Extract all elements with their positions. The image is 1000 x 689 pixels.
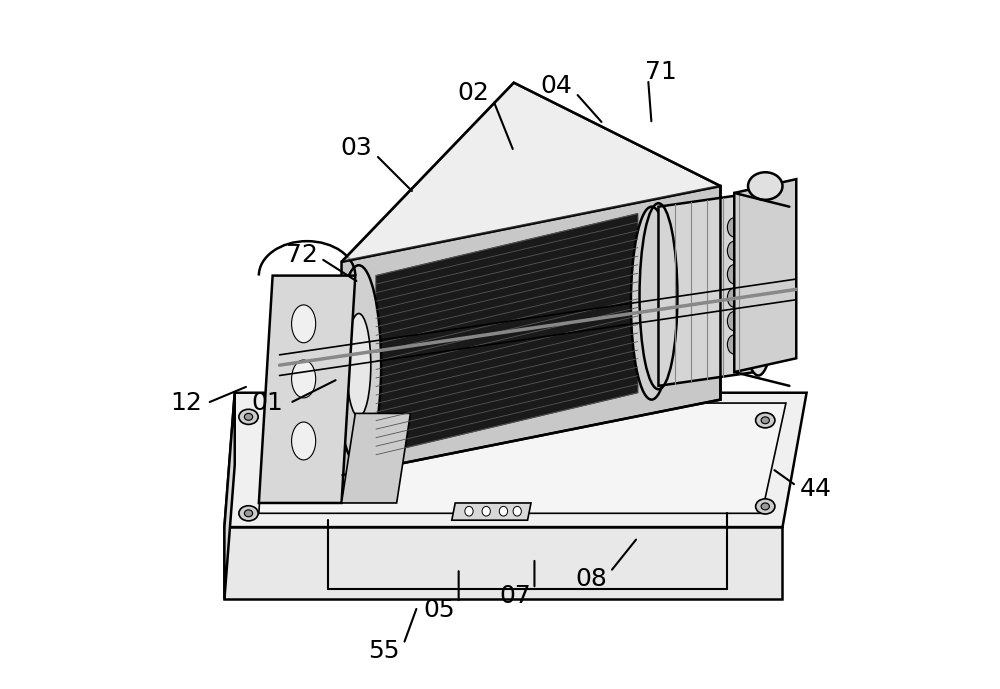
Text: 01: 01 xyxy=(251,391,283,415)
Text: 07: 07 xyxy=(499,584,531,608)
Text: 04: 04 xyxy=(540,74,572,98)
Ellipse shape xyxy=(292,305,316,343)
Ellipse shape xyxy=(292,360,316,398)
Polygon shape xyxy=(224,527,782,599)
Ellipse shape xyxy=(513,506,521,516)
Ellipse shape xyxy=(727,335,741,354)
Ellipse shape xyxy=(727,241,741,260)
Polygon shape xyxy=(734,179,796,372)
Polygon shape xyxy=(658,193,755,386)
Text: 02: 02 xyxy=(458,81,490,105)
Polygon shape xyxy=(342,413,410,503)
Polygon shape xyxy=(224,393,807,527)
Ellipse shape xyxy=(727,218,741,237)
Text: 72: 72 xyxy=(286,243,317,267)
Ellipse shape xyxy=(631,207,672,400)
Text: 05: 05 xyxy=(424,598,455,621)
Polygon shape xyxy=(224,393,235,599)
Polygon shape xyxy=(342,186,720,475)
Ellipse shape xyxy=(761,503,769,510)
Ellipse shape xyxy=(727,311,741,331)
Text: 03: 03 xyxy=(341,136,373,160)
Text: 12: 12 xyxy=(170,391,202,415)
Ellipse shape xyxy=(748,172,782,200)
Ellipse shape xyxy=(336,265,381,465)
Ellipse shape xyxy=(727,288,741,307)
Ellipse shape xyxy=(292,422,316,460)
Ellipse shape xyxy=(347,313,371,417)
Ellipse shape xyxy=(739,189,777,376)
Ellipse shape xyxy=(756,413,775,428)
Text: 08: 08 xyxy=(575,567,607,590)
Text: 44: 44 xyxy=(800,477,832,501)
Ellipse shape xyxy=(244,510,253,517)
Text: 71: 71 xyxy=(645,61,676,84)
Ellipse shape xyxy=(239,506,258,521)
Ellipse shape xyxy=(499,506,508,516)
Polygon shape xyxy=(376,214,638,455)
Ellipse shape xyxy=(239,409,258,424)
Ellipse shape xyxy=(756,499,775,514)
Polygon shape xyxy=(342,83,720,262)
Polygon shape xyxy=(452,503,531,520)
Ellipse shape xyxy=(465,506,473,516)
Ellipse shape xyxy=(761,417,769,424)
Ellipse shape xyxy=(482,506,490,516)
Ellipse shape xyxy=(244,413,253,420)
Polygon shape xyxy=(259,276,355,503)
Polygon shape xyxy=(259,403,786,513)
Ellipse shape xyxy=(727,265,741,284)
Text: 55: 55 xyxy=(369,639,400,663)
